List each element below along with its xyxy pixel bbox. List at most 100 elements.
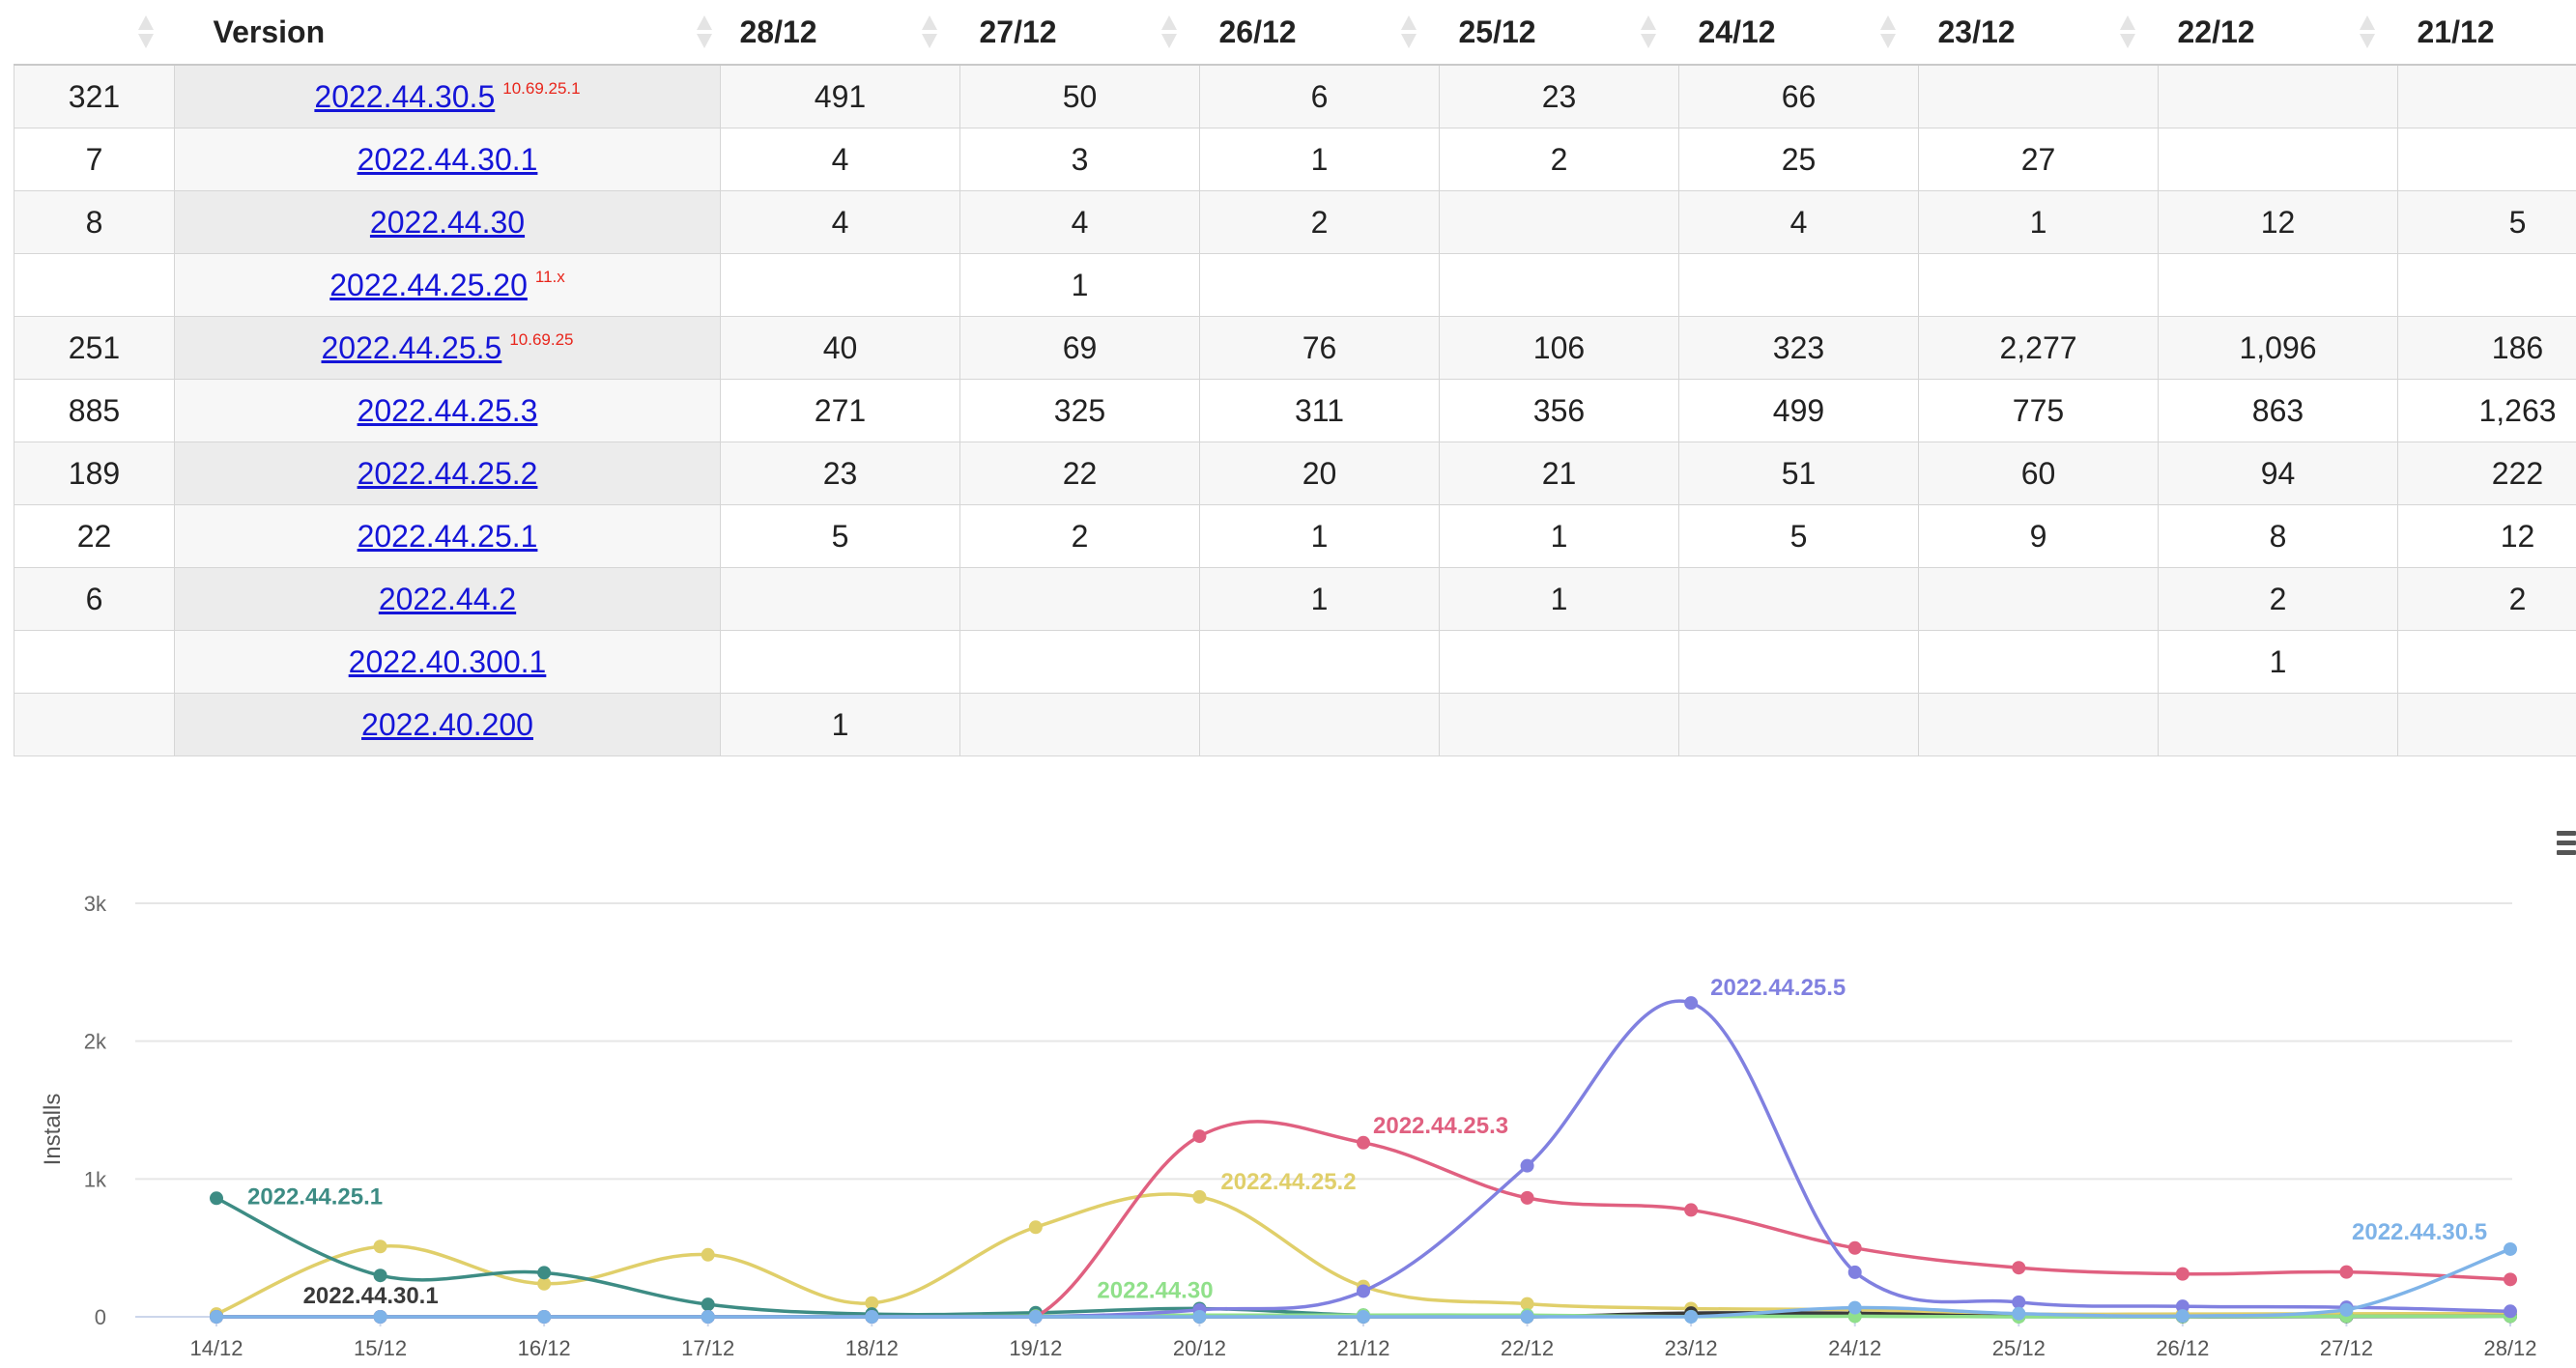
- version-link[interactable]: 2022.44.25.3: [357, 392, 538, 428]
- sort-arrows-icon[interactable]: [1160, 13, 1177, 51]
- daily-installs-cell: 20: [1199, 442, 1440, 505]
- data-point[interactable]: [1847, 1240, 1862, 1255]
- table-body: 321 2022.44.30.5 10.69.25.1 491 50 6 23 66 7 2022…: [14, 64, 2576, 756]
- data-point[interactable]: [537, 1266, 552, 1280]
- daily-installs-cell: 25: [1678, 128, 1919, 191]
- data-point[interactable]: [1847, 1300, 1862, 1315]
- data-point[interactable]: [2504, 1272, 2517, 1287]
- data-point[interactable]: [373, 1240, 387, 1254]
- data-point[interactable]: [701, 1310, 715, 1324]
- sort-arrows-icon[interactable]: [2119, 13, 2135, 51]
- version-link[interactable]: 2022.44.30.1: [357, 141, 538, 177]
- sort-arrows-icon[interactable]: [1400, 13, 1417, 51]
- data-point[interactable]: [1192, 1189, 1207, 1204]
- daily-installs-cell: 5: [1678, 504, 1919, 568]
- data-point[interactable]: [2012, 1295, 2026, 1309]
- column-header-download[interactable]: [14, 0, 175, 66]
- data-point[interactable]: [2339, 1265, 2354, 1279]
- series-label: 2022.44.25.1: [247, 1183, 383, 1210]
- column-header-label: 21/12: [2417, 14, 2495, 49]
- data-point[interactable]: [210, 1310, 223, 1324]
- daily-installs-cell: [2158, 64, 2398, 128]
- data-point[interactable]: [210, 1191, 223, 1206]
- data-point[interactable]: [1684, 1203, 1699, 1217]
- data-point[interactable]: [1192, 1129, 1207, 1144]
- data-point[interactable]: [537, 1310, 552, 1324]
- column-header-version[interactable]: Version: [174, 0, 721, 66]
- x-tick-label: 26/12: [2156, 1336, 2209, 1360]
- daily-installs-cell: [1439, 693, 1679, 756]
- hamburger-menu-icon[interactable]: [2557, 831, 2576, 862]
- column-header-label: 26/12: [1218, 14, 1297, 49]
- version-link[interactable]: 2022.40.300.1: [348, 643, 547, 679]
- data-point[interactable]: [2012, 1261, 2026, 1275]
- version-link[interactable]: 2022.44.30: [369, 204, 526, 240]
- sort-arrows-icon[interactable]: [1640, 13, 1656, 51]
- data-point[interactable]: [701, 1297, 715, 1312]
- daily-installs-cell: 94: [2158, 442, 2398, 505]
- column-header-date[interactable]: 25/12: [1439, 0, 1679, 66]
- total-installs-cell: 22: [14, 504, 175, 568]
- data-point[interactable]: [1684, 1310, 1699, 1324]
- data-point[interactable]: [1357, 1135, 1370, 1150]
- daily-installs-cell: [959, 693, 1200, 756]
- installs-chart: 0 1k 2k 3k Installs 14/12 15/12 16/12 17/12 18/12…: [0, 792, 2576, 1368]
- data-point[interactable]: [1684, 996, 1699, 1011]
- version-link[interactable]: 2022.44.25.5: [321, 329, 502, 365]
- column-header-date[interactable]: 27/12: [959, 0, 1200, 66]
- version-link[interactable]: 2022.44.25.20: [329, 267, 528, 302]
- sort-arrows-icon[interactable]: [1879, 13, 1896, 51]
- daily-installs-cell: 2: [2397, 567, 2576, 631]
- version-tag-badge: 10.69.25: [509, 329, 574, 349]
- data-point[interactable]: [865, 1310, 879, 1324]
- daily-installs-cell: [2158, 128, 2398, 191]
- data-point[interactable]: [701, 1247, 715, 1262]
- column-header-date[interactable]: 22/12: [2158, 0, 2398, 66]
- data-point[interactable]: [2175, 1309, 2190, 1324]
- data-point[interactable]: [2175, 1267, 2190, 1281]
- data-point[interactable]: [1028, 1220, 1043, 1235]
- version-link[interactable]: 2022.44.2: [378, 581, 517, 616]
- data-point[interactable]: [1847, 1265, 1862, 1279]
- data-point[interactable]: [2504, 1304, 2517, 1319]
- data-point[interactable]: [1520, 1297, 1534, 1311]
- data-point[interactable]: [537, 1276, 552, 1291]
- data-point[interactable]: [865, 1296, 879, 1310]
- data-point[interactable]: [2339, 1302, 2354, 1317]
- column-header-date[interactable]: 28/12: [720, 0, 960, 66]
- column-header-date[interactable]: 26/12: [1199, 0, 1440, 66]
- column-header-date[interactable]: 23/12: [1918, 0, 2159, 66]
- data-point[interactable]: [2504, 1241, 2517, 1256]
- sort-arrows-icon[interactable]: [2359, 13, 2375, 51]
- data-point[interactable]: [2012, 1306, 2026, 1321]
- daily-installs-cell: 40: [720, 316, 960, 380]
- data-point[interactable]: [1520, 1310, 1534, 1324]
- y-tick-label: 0: [95, 1305, 106, 1329]
- data-point[interactable]: [2175, 1299, 2190, 1314]
- sort-arrows-icon[interactable]: [137, 13, 154, 51]
- data-point[interactable]: [1357, 1284, 1370, 1298]
- data-point[interactable]: [1028, 1310, 1043, 1324]
- daily-installs-cell: 1: [959, 253, 1200, 317]
- version-link[interactable]: 2022.44.25.1: [357, 518, 538, 554]
- data-point[interactable]: [1357, 1310, 1370, 1324]
- data-point[interactable]: [373, 1268, 387, 1283]
- data-point[interactable]: [373, 1310, 387, 1324]
- daily-installs-cell: 66: [1678, 64, 1919, 128]
- column-header-date[interactable]: 21/12: [2397, 0, 2576, 66]
- sort-arrows-icon[interactable]: [921, 13, 937, 51]
- version-cell: 2022.44.25.1: [174, 504, 721, 568]
- data-point[interactable]: [1520, 1158, 1534, 1173]
- x-tick-label: 16/12: [518, 1336, 571, 1360]
- total-installs-cell: 885: [14, 379, 175, 442]
- column-header-date[interactable]: 24/12: [1678, 0, 1919, 66]
- daily-installs-cell: 23: [720, 442, 960, 505]
- table-row: 321 2022.44.30.5 10.69.25.1 491 50 6 23 66: [14, 64, 2576, 128]
- daily-installs-cell: 12: [2397, 504, 2576, 568]
- version-link[interactable]: 2022.40.200: [361, 706, 533, 742]
- data-point[interactable]: [1192, 1310, 1207, 1324]
- version-link[interactable]: 2022.44.25.2: [357, 455, 538, 491]
- data-point[interactable]: [1520, 1190, 1534, 1205]
- sort-arrows-icon[interactable]: [696, 13, 712, 51]
- version-link[interactable]: 2022.44.30.5: [314, 78, 496, 114]
